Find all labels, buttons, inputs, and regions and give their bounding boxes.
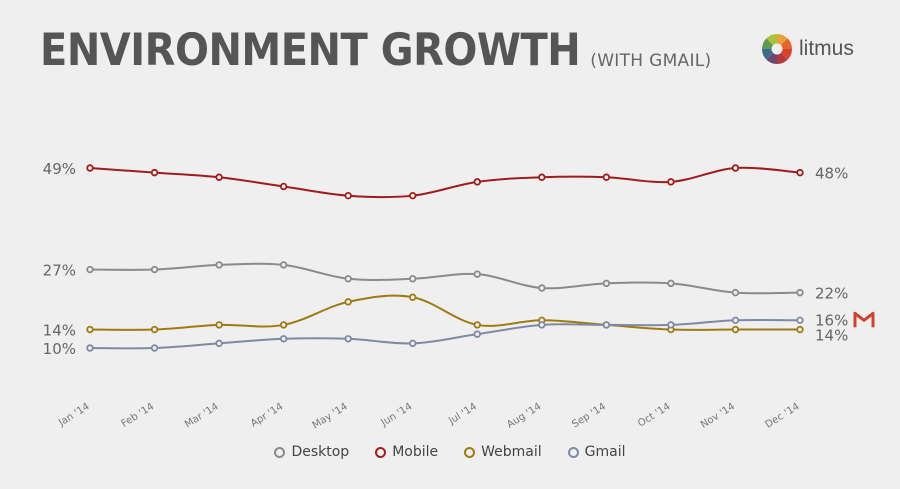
x-tick-label-7: Jul '14 (446, 401, 479, 427)
data-point-webmail-6 (409, 293, 417, 301)
data-point-webmail-3 (215, 321, 223, 329)
data-point-desktop-6 (409, 275, 417, 283)
legend-label: Webmail (481, 444, 542, 460)
data-point-webmail-5 (344, 298, 352, 306)
data-point-mobile-5 (344, 191, 352, 200)
data-point-mobile-12 (796, 168, 804, 177)
data-point-desktop-7 (473, 270, 481, 278)
data-point-gmail-12 (796, 316, 804, 325)
data-point-mobile-10 (667, 178, 675, 186)
start-label-3: 14% (43, 322, 76, 340)
x-tick-label-9: Sep '14 (570, 401, 608, 430)
data-point-webmail-11 (731, 325, 740, 334)
data-point-mobile-6 (409, 191, 417, 200)
legend-item-gmail: Gmail (567, 444, 626, 460)
data-point-mobile-2 (150, 168, 159, 177)
data-point-desktop-10 (667, 279, 675, 288)
data-point-desktop-9 (602, 279, 611, 288)
data-point-mobile-7 (473, 178, 481, 186)
legend-marker-icon (464, 446, 476, 458)
logo-text: litmus (799, 37, 854, 60)
series-line-gmail (89, 318, 801, 350)
x-tick-label-6: Jun '14 (379, 401, 415, 429)
data-point-webmail-1 (86, 325, 94, 334)
data-point-webmail-12 (796, 325, 804, 334)
data-point-mobile-1 (86, 164, 94, 172)
data-point-gmail-10 (667, 321, 675, 329)
legend-marker-icon (274, 446, 286, 458)
x-tick-label-12: Dec '14 (764, 401, 802, 430)
x-tick-label-8: Aug '14 (505, 401, 543, 431)
data-point-gmail-5 (344, 335, 352, 343)
line-chart: 49%27%14%10%48%22%16%14%Jan '14 Feb '14 Ma… (43, 160, 875, 431)
x-tick-label-4: Apr '14 (249, 401, 285, 429)
start-label-4: 10% (43, 340, 76, 358)
start-label-2: 27% (43, 262, 76, 280)
legend-label: Desktop (291, 444, 350, 460)
data-point-desktop-12 (796, 288, 804, 297)
data-point-desktop-8 (538, 284, 546, 292)
data-point-mobile-4 (279, 182, 288, 191)
series-line-desktop (89, 262, 801, 295)
legend-marker-icon (567, 446, 579, 458)
data-point-mobile-8 (538, 173, 546, 181)
legend-marker-icon (375, 446, 387, 458)
data-point-mobile-11 (731, 164, 740, 172)
page-subtitle: (WITH GMAIL) (590, 51, 712, 71)
end-label-1: 48% (815, 165, 848, 183)
data-point-gmail-3 (215, 339, 223, 348)
x-tick-label-11: Nov '14 (699, 401, 737, 431)
end-label-2: 22% (815, 285, 848, 303)
data-point-desktop-3 (215, 261, 223, 269)
data-point-gmail-9 (602, 321, 611, 329)
legend-item-desktop: Desktop (274, 444, 349, 460)
series-line-mobile (89, 166, 801, 199)
gmail-icon (853, 311, 875, 328)
legend-item-mobile: Mobile (375, 444, 438, 460)
data-point-desktop-2 (150, 265, 159, 274)
end-label-4: 14% (815, 327, 848, 345)
data-point-webmail-2 (150, 325, 159, 334)
end-label-3: 16% (815, 311, 848, 329)
data-point-gmail-8 (538, 321, 546, 329)
legend-label: Gmail (584, 444, 626, 460)
x-tick-label-3: Mar '14 (183, 401, 221, 430)
start-label-1: 49% (43, 160, 76, 178)
data-point-desktop-4 (279, 261, 288, 269)
legend-item-webmail: Webmail (464, 444, 542, 460)
data-point-gmail-6 (409, 339, 417, 348)
data-point-mobile-9 (602, 173, 611, 181)
x-tick-label-1: Jan '14 (56, 401, 92, 429)
page-title: ENVIRONMENT GROWTH (40, 24, 581, 76)
data-point-gmail-2 (150, 344, 159, 352)
series-line-webmail (89, 294, 800, 331)
legend: Desktop Mobile Webmail Gmail (0, 444, 900, 460)
data-point-webmail-7 (473, 321, 481, 329)
x-tick-label-2: Feb '14 (119, 401, 156, 430)
data-point-mobile-3 (215, 173, 223, 181)
data-point-desktop-1 (86, 265, 94, 274)
data-point-desktop-5 (344, 275, 352, 283)
x-tick-label-5: May '14 (311, 401, 350, 431)
litmus-wheel-icon (762, 34, 792, 64)
data-point-gmail-1 (86, 344, 94, 352)
title-row: ENVIRONMENT GROWTH (WITH GMAIL) (40, 24, 712, 76)
data-point-gmail-4 (279, 335, 288, 343)
legend-label: Mobile (392, 444, 439, 460)
data-point-desktop-11 (731, 288, 740, 297)
data-point-gmail-7 (473, 330, 481, 338)
x-tick-label-10: Oct '14 (636, 401, 672, 429)
litmus-logo: litmus (760, 32, 854, 66)
data-point-webmail-4 (279, 321, 288, 329)
data-point-gmail-11 (731, 316, 740, 325)
